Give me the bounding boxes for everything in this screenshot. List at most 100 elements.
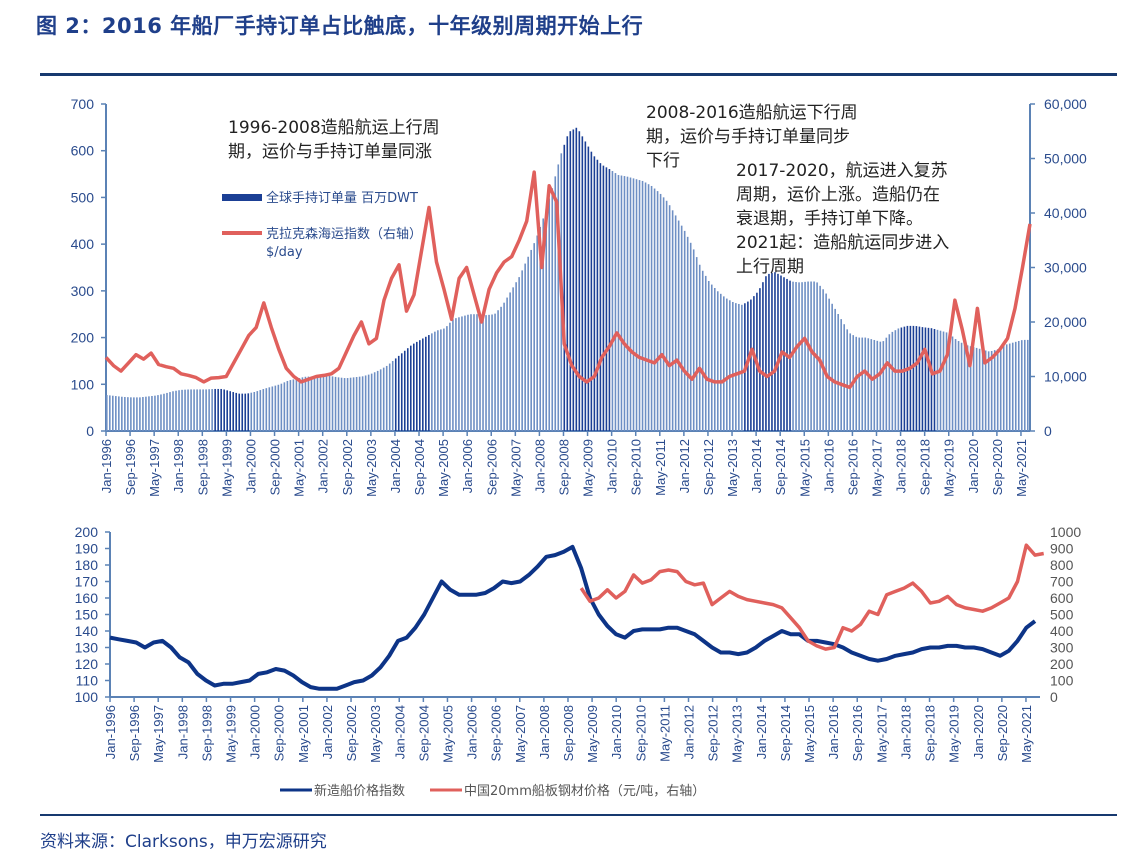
y2-tick-label: 40,000	[1044, 205, 1087, 221]
orderbook-bar	[710, 284, 713, 431]
x-tick-label: Jan-2014	[754, 705, 769, 759]
x-tick-label: May-1999	[224, 705, 239, 763]
orderbook-bar	[509, 292, 511, 431]
orderbook-bar	[777, 273, 779, 431]
x-tick-label: May-1997	[151, 705, 166, 763]
orderbook-bar	[635, 179, 638, 431]
x-tick-label: May-2003	[368, 705, 383, 763]
orderbook-bar	[127, 397, 129, 431]
orderbook-bar	[458, 317, 460, 431]
orderbook-bar	[990, 350, 993, 431]
orderbook-bar	[373, 372, 376, 431]
orderbook-bar	[319, 375, 322, 431]
orderbook-bar	[142, 397, 144, 431]
orderbook-bar	[822, 289, 824, 431]
orderbook-bar	[927, 327, 930, 431]
bottom-chart: 1001101201301401501601701801902000100200…	[75, 524, 1082, 763]
x-tick-label: May-2011	[657, 705, 672, 762]
orderbook-bar	[331, 376, 334, 431]
orderbook-bar	[563, 144, 566, 431]
orderbook-bar	[948, 333, 951, 431]
orderbook-bar	[795, 282, 797, 431]
orderbook-bar	[181, 389, 183, 431]
orderbook-bar	[1008, 343, 1011, 431]
orderbook-bar	[313, 376, 316, 431]
orderbook-bar	[984, 350, 987, 431]
orderbook-bar	[590, 151, 593, 431]
orderbook-bar	[154, 395, 156, 431]
orderbook-bar	[229, 391, 232, 431]
orderbook-bar	[671, 210, 674, 431]
orderbook-bar	[969, 346, 972, 431]
orderbook-bar	[449, 322, 451, 431]
orderbook-bar	[121, 396, 123, 431]
x-tick-label: May-2005	[440, 705, 455, 763]
orderbook-bar	[145, 396, 147, 431]
orderbook-bar	[551, 188, 554, 431]
orderbook-bar	[695, 257, 698, 431]
x-tick-label: Sep-1998	[195, 439, 210, 495]
y-tick-label: 100	[75, 689, 99, 705]
orderbook-bar	[202, 389, 204, 431]
orderbook-bar	[611, 171, 614, 431]
x-tick-label: Sep-2002	[344, 705, 359, 761]
x-tick-label: May-2007	[508, 439, 523, 497]
y2-tick-label: 200	[1050, 656, 1074, 672]
orderbook-bar	[419, 340, 421, 431]
orderbook-bar	[855, 336, 858, 431]
legend-swatch-orderbook	[222, 194, 262, 201]
orderbook-bar	[382, 367, 385, 431]
orderbook-bar	[924, 327, 927, 431]
orderbook-bar	[659, 193, 662, 431]
orderbook-bar	[723, 296, 725, 431]
orderbook-bar	[735, 303, 737, 431]
orderbook-bar	[133, 397, 135, 431]
orderbook-bar	[963, 344, 966, 431]
orderbook-bar	[930, 328, 933, 431]
orderbook-bar	[148, 396, 150, 431]
orderbook-bar	[894, 330, 897, 431]
orderbook-bar	[130, 397, 132, 431]
orderbook-bar	[605, 167, 608, 431]
orderbook-bar	[376, 370, 379, 431]
x-tick-label: Sep-1996	[127, 705, 142, 761]
orderbook-bar	[238, 393, 241, 431]
y2-tick-label: 300	[1050, 640, 1074, 656]
x-tick-label: May-2001	[292, 439, 307, 497]
orderbook-bar	[500, 306, 502, 431]
x-tick-label: May-2009	[581, 439, 596, 497]
x-tick-label: Jan-2006	[460, 439, 475, 493]
x-tick-label: Jan-2010	[609, 705, 624, 759]
orderbook-bar	[512, 287, 514, 431]
y2-tick-label: 900	[1050, 541, 1074, 557]
orderbook-bar	[828, 298, 830, 431]
orderbook-bar	[879, 341, 882, 431]
annotation-2008-2016-line3: 下行	[646, 151, 680, 171]
y-tick-label: 200	[71, 330, 95, 346]
orderbook-bar	[713, 287, 716, 431]
y2-tick-label: 700	[1050, 574, 1074, 590]
orderbook-bar	[656, 191, 659, 431]
orderbook-bar	[271, 386, 274, 431]
orderbook-bar	[692, 249, 695, 431]
x-tick-label: Jan-2008	[532, 439, 547, 493]
orderbook-bar	[939, 330, 942, 431]
orderbook-bar	[286, 380, 289, 431]
y-tick-label: 130	[75, 640, 99, 656]
orderbook-bar	[334, 376, 337, 431]
orderbook-bar	[1017, 340, 1020, 431]
orderbook-bar	[864, 337, 867, 431]
orderbook-bar	[391, 360, 394, 431]
legend-label-clarksea-unit: $/day	[266, 245, 303, 260]
orderbook-bar	[115, 396, 117, 431]
x-tick-label: Jan-2012	[682, 705, 697, 759]
x-tick-label: May-2015	[802, 705, 817, 763]
orderbook-bar	[172, 391, 174, 431]
orderbook-bar	[662, 197, 665, 431]
orderbook-bar	[403, 350, 406, 431]
orderbook-bar	[464, 315, 466, 431]
orderbook-bar	[876, 340, 879, 431]
x-tick-label: May-2007	[513, 705, 528, 763]
orderbook-bar	[208, 389, 210, 431]
annotation-2017-2020-line3: 衰退期，手持订单下降。	[736, 209, 923, 229]
